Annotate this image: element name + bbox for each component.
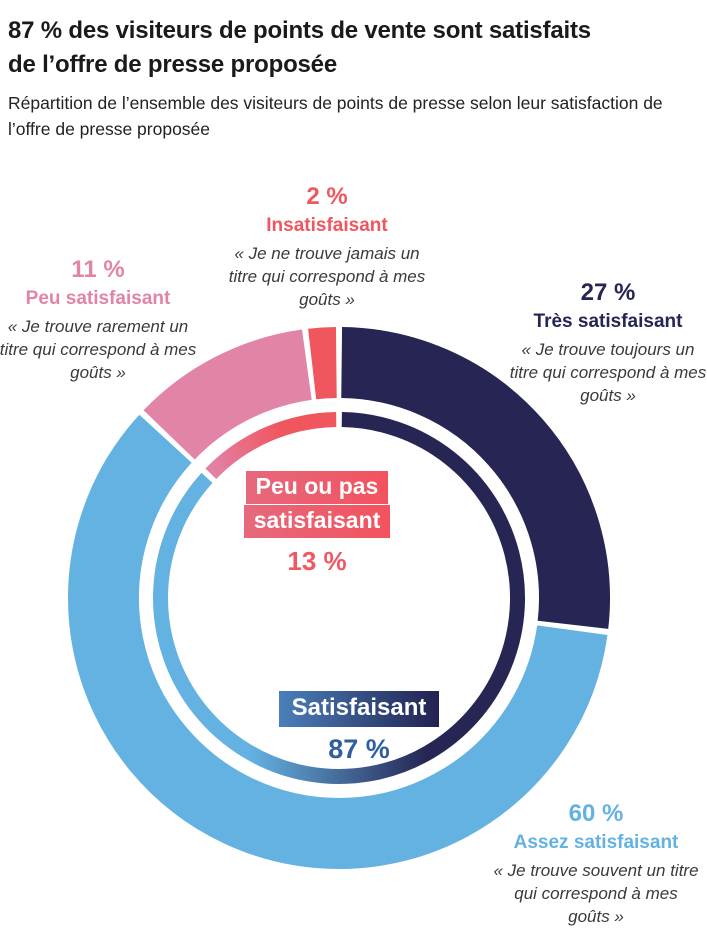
satisfied-badge: Satisfaisant <box>278 691 440 727</box>
segment-assez-satisfaisant <box>68 414 608 869</box>
inner-ring-unsatisfied <box>205 412 337 480</box>
callout-peu-satisfaisant: 11 % Peu satisfaisant « Je trouve rareme… <box>0 256 199 385</box>
center-label-satisfied: Satisfaisant 87 % <box>229 691 489 765</box>
callout-assez-satisfaisant-value: 60 % <box>568 800 624 827</box>
callout-insatisfaisant-label: Insatisfaisant <box>266 214 388 236</box>
unsatisfied-value: 13 % <box>287 546 347 576</box>
page-title: 87 % des visiteurs de points de vente so… <box>8 14 700 82</box>
callout-tres-satisfaisant-quote: « Je trouve toujours un titre qui corres… <box>509 339 707 406</box>
unsatisfied-badge-line2: satisfaisant <box>243 505 391 538</box>
page-subtitle: Répartition de l’ensemble des visiteurs … <box>8 93 663 140</box>
title-line-2: de l’offre de presse proposée <box>8 51 337 79</box>
callout-insatisfaisant-value: 2 % <box>306 183 348 210</box>
callout-tres-satisfaisant: 27 % Très satisfaisant « Je trouve toujo… <box>509 279 707 408</box>
inner-ring-satisfied <box>341 412 526 760</box>
satisfied-value: 87 % <box>328 734 390 764</box>
inner-ring-satisfied-gradient <box>153 472 433 784</box>
header: 87 % des visiteurs de points de vente so… <box>8 14 700 143</box>
callout-assez-satisfaisant-quote: « Je trouve souvent un titre qui corresp… <box>493 860 699 927</box>
callout-peu-satisfaisant-value: 11 % <box>71 256 125 283</box>
callout-tres-satisfaisant-value: 27 % <box>580 279 636 306</box>
title-line-1: 87 % des visiteurs de points de vente so… <box>8 17 591 44</box>
callout-peu-satisfaisant-quote: « Je trouve rarement un titre qui corres… <box>0 316 197 383</box>
callout-tres-satisfaisant-label: Très satisfaisant <box>533 310 683 332</box>
center-label-unsatisfied: Peu ou pas satisfaisant 13 % <box>187 471 447 577</box>
callout-insatisfaisant-quote: « Je ne trouve jamais un titre qui corre… <box>228 243 426 310</box>
callout-insatisfaisant: 2 % Insatisfaisant « Je ne trouve jamais… <box>223 183 431 312</box>
callout-peu-satisfaisant-label: Peu satisfaisant <box>25 287 171 309</box>
unsatisfied-badge-line1: Peu ou pas <box>245 471 389 504</box>
segment-peu-satisfaisant <box>143 329 313 460</box>
callout-assez-satisfaisant-label: Assez satisfaisant <box>513 831 679 853</box>
segment-insatisfaisant <box>308 327 338 400</box>
callout-assez-satisfaisant: 60 % Assez satisfaisant « Je trouve souv… <box>493 800 699 929</box>
segment-très-satisfaisant <box>340 327 610 629</box>
